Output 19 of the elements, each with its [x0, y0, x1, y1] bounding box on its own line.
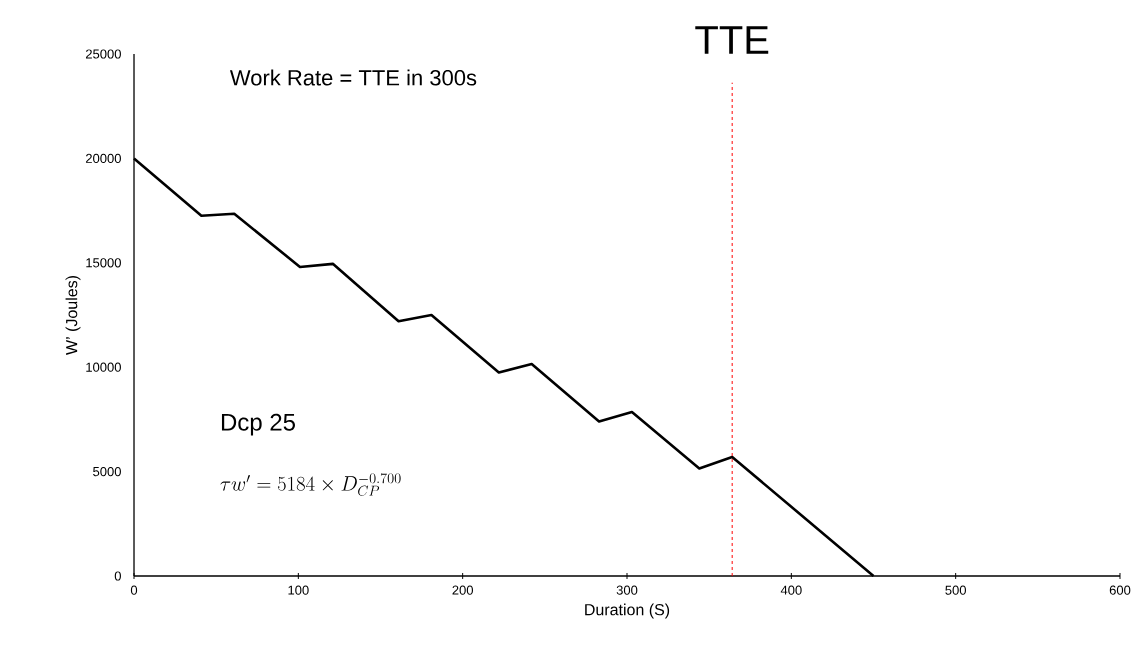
- ref-line-label: TTE: [695, 26, 769, 54]
- x-tick-label: 100: [288, 585, 309, 595]
- x-axis-title: Duration (S): [585, 603, 670, 619]
- y-tick-label: 5000: [93, 466, 121, 477]
- y-tick-label: 20000: [85, 153, 121, 163]
- annotation: Dcp 25: [221, 413, 295, 436]
- annotation: $\tau w' = 5184 \times D_{CP}^{-0.700}$: [220, 473, 401, 496]
- x-tick-label: 200: [452, 585, 474, 595]
- annotation: Work Rate = TTE in 300s: [229, 69, 477, 86]
- y-tick-label: 15000: [86, 258, 121, 268]
- x-tick-label: 600: [1109, 585, 1131, 595]
- x-tick-label: 0: [130, 585, 138, 595]
- x-tick-label: 400: [780, 585, 802, 595]
- y-axis-title: W’ (Joules): [65, 276, 81, 355]
- y-tick-label: 25000: [85, 49, 121, 59]
- y-tick-label: 10000: [86, 362, 121, 372]
- y-tick-label: 0: [114, 571, 121, 581]
- x-tick-label: 500: [945, 585, 966, 595]
- x-tick-label: 300: [616, 585, 638, 595]
